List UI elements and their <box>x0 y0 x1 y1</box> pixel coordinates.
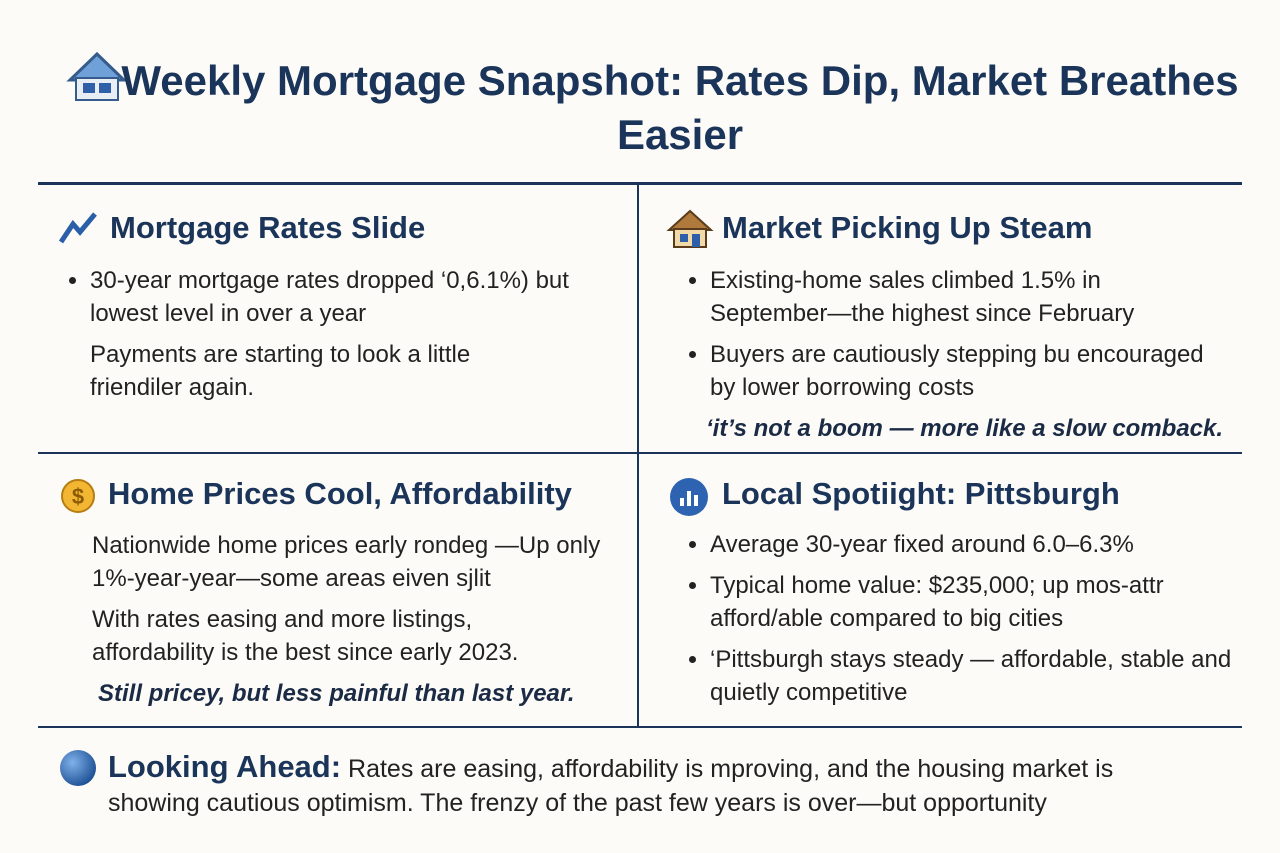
svg-text:$: $ <box>72 484 84 509</box>
paragraph: Nationwide home prices early rondeg —Up … <box>92 532 601 592</box>
bullet-list: Existing-home sales climbed 1.5% in Sept… <box>670 264 1210 404</box>
title: Weekly Mortgage Snapshot: Rates Dip, Mar… <box>121 57 1239 158</box>
bullet: Buyers are cautiously stepping bu encour… <box>710 338 1210 404</box>
divider <box>38 726 1242 728</box>
section-heading: Mortgage Rates Slide <box>110 210 426 245</box>
house-icon <box>666 209 714 248</box>
paragraph: Payments are starting to look a little f… <box>90 341 471 401</box>
divider <box>637 184 639 728</box>
section-body: Nationwide home prices early rondeg —Up … <box>92 529 612 718</box>
section-body: 30-year mortgage rates dropped ‘0,6.1%) … <box>50 264 610 412</box>
quote: ‘it’s not a boom — more like a slow comb… <box>706 415 1224 442</box>
title-wrap: Weekly Mortgage Snapshot: Rates Dip, Mar… <box>110 54 1250 162</box>
globe-icon <box>60 750 96 786</box>
bullet: 30-year mortgage rates dropped ‘0,6.1%) … <box>90 264 610 330</box>
section-body: Existing-home sales climbed 1.5% in Sept… <box>670 264 1224 453</box>
divider <box>38 182 1242 185</box>
footer-text: Rates are easing, affordability is mprov… <box>108 755 1114 817</box>
bullet-list: 30-year mortgage rates dropped ‘0,6.1%) … <box>50 264 610 330</box>
section-heading: Market Picking Up Steam <box>722 210 1093 245</box>
bullet: ‘Pittsburgh stays steady — affordable, s… <box>710 643 1240 709</box>
paragraph: With rates easing and more listings, aff… <box>92 606 519 666</box>
section-heading: Local Spotiight: Pittsburgh <box>722 476 1120 511</box>
dollar-icon: $ <box>61 479 95 513</box>
section-body: Average 30-year fixed around 6.0–6.3% Ty… <box>670 528 1240 717</box>
bullet: Typical home value: $235,000; up mos-att… <box>710 569 1190 635</box>
chart-icon <box>670 478 708 516</box>
section-heading: Home Prices Cool, Affordability <box>108 476 572 511</box>
house-icon <box>66 51 128 101</box>
bullet-list: Average 30-year fixed around 6.0–6.3% Ty… <box>670 528 1240 709</box>
divider <box>38 452 1242 454</box>
trend-icon <box>58 212 97 244</box>
bullet: Existing-home sales climbed 1.5% in Sept… <box>710 264 1170 330</box>
footer: Looking Ahead: Rates are easing, afforda… <box>108 750 1198 820</box>
quote: Still pricey, but less painful than last… <box>98 680 575 707</box>
footer-label: Looking Ahead: <box>108 749 342 784</box>
bullet: Average 30-year fixed around 6.0–6.3% <box>710 528 1240 561</box>
